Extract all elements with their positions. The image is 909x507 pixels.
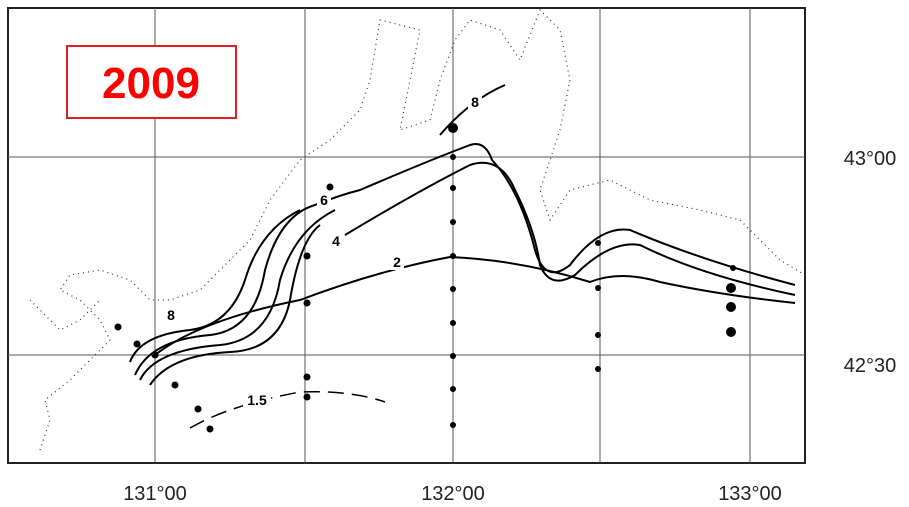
title: 2009 [102, 59, 200, 108]
coordinate-labels: 131°00 132°00 133°00 43°00 42°30 [123, 148, 896, 505]
stations [114, 123, 736, 433]
coastline [29, 8, 806, 451]
longitude-label: 132°00 [421, 483, 485, 505]
contour-label: 6 [320, 192, 328, 208]
latitude-label: 42°30 [844, 355, 897, 377]
longitude-label: 131°00 [123, 483, 187, 505]
contour-label: 8 [471, 94, 479, 110]
contour-label: 4 [332, 233, 340, 249]
frame [7, 7, 806, 464]
contour-labels: 8 6 4 2 1.5 8 [164, 94, 482, 408]
contour-label: 2 [393, 254, 401, 270]
contour-label: 1.5 [247, 392, 267, 408]
year-box: 2009 [66, 45, 237, 119]
contour-label: 8 [167, 307, 175, 323]
latitude-label: 43°00 [844, 148, 897, 170]
longitude-label: 133°00 [718, 483, 782, 505]
contours [129, 84, 796, 429]
